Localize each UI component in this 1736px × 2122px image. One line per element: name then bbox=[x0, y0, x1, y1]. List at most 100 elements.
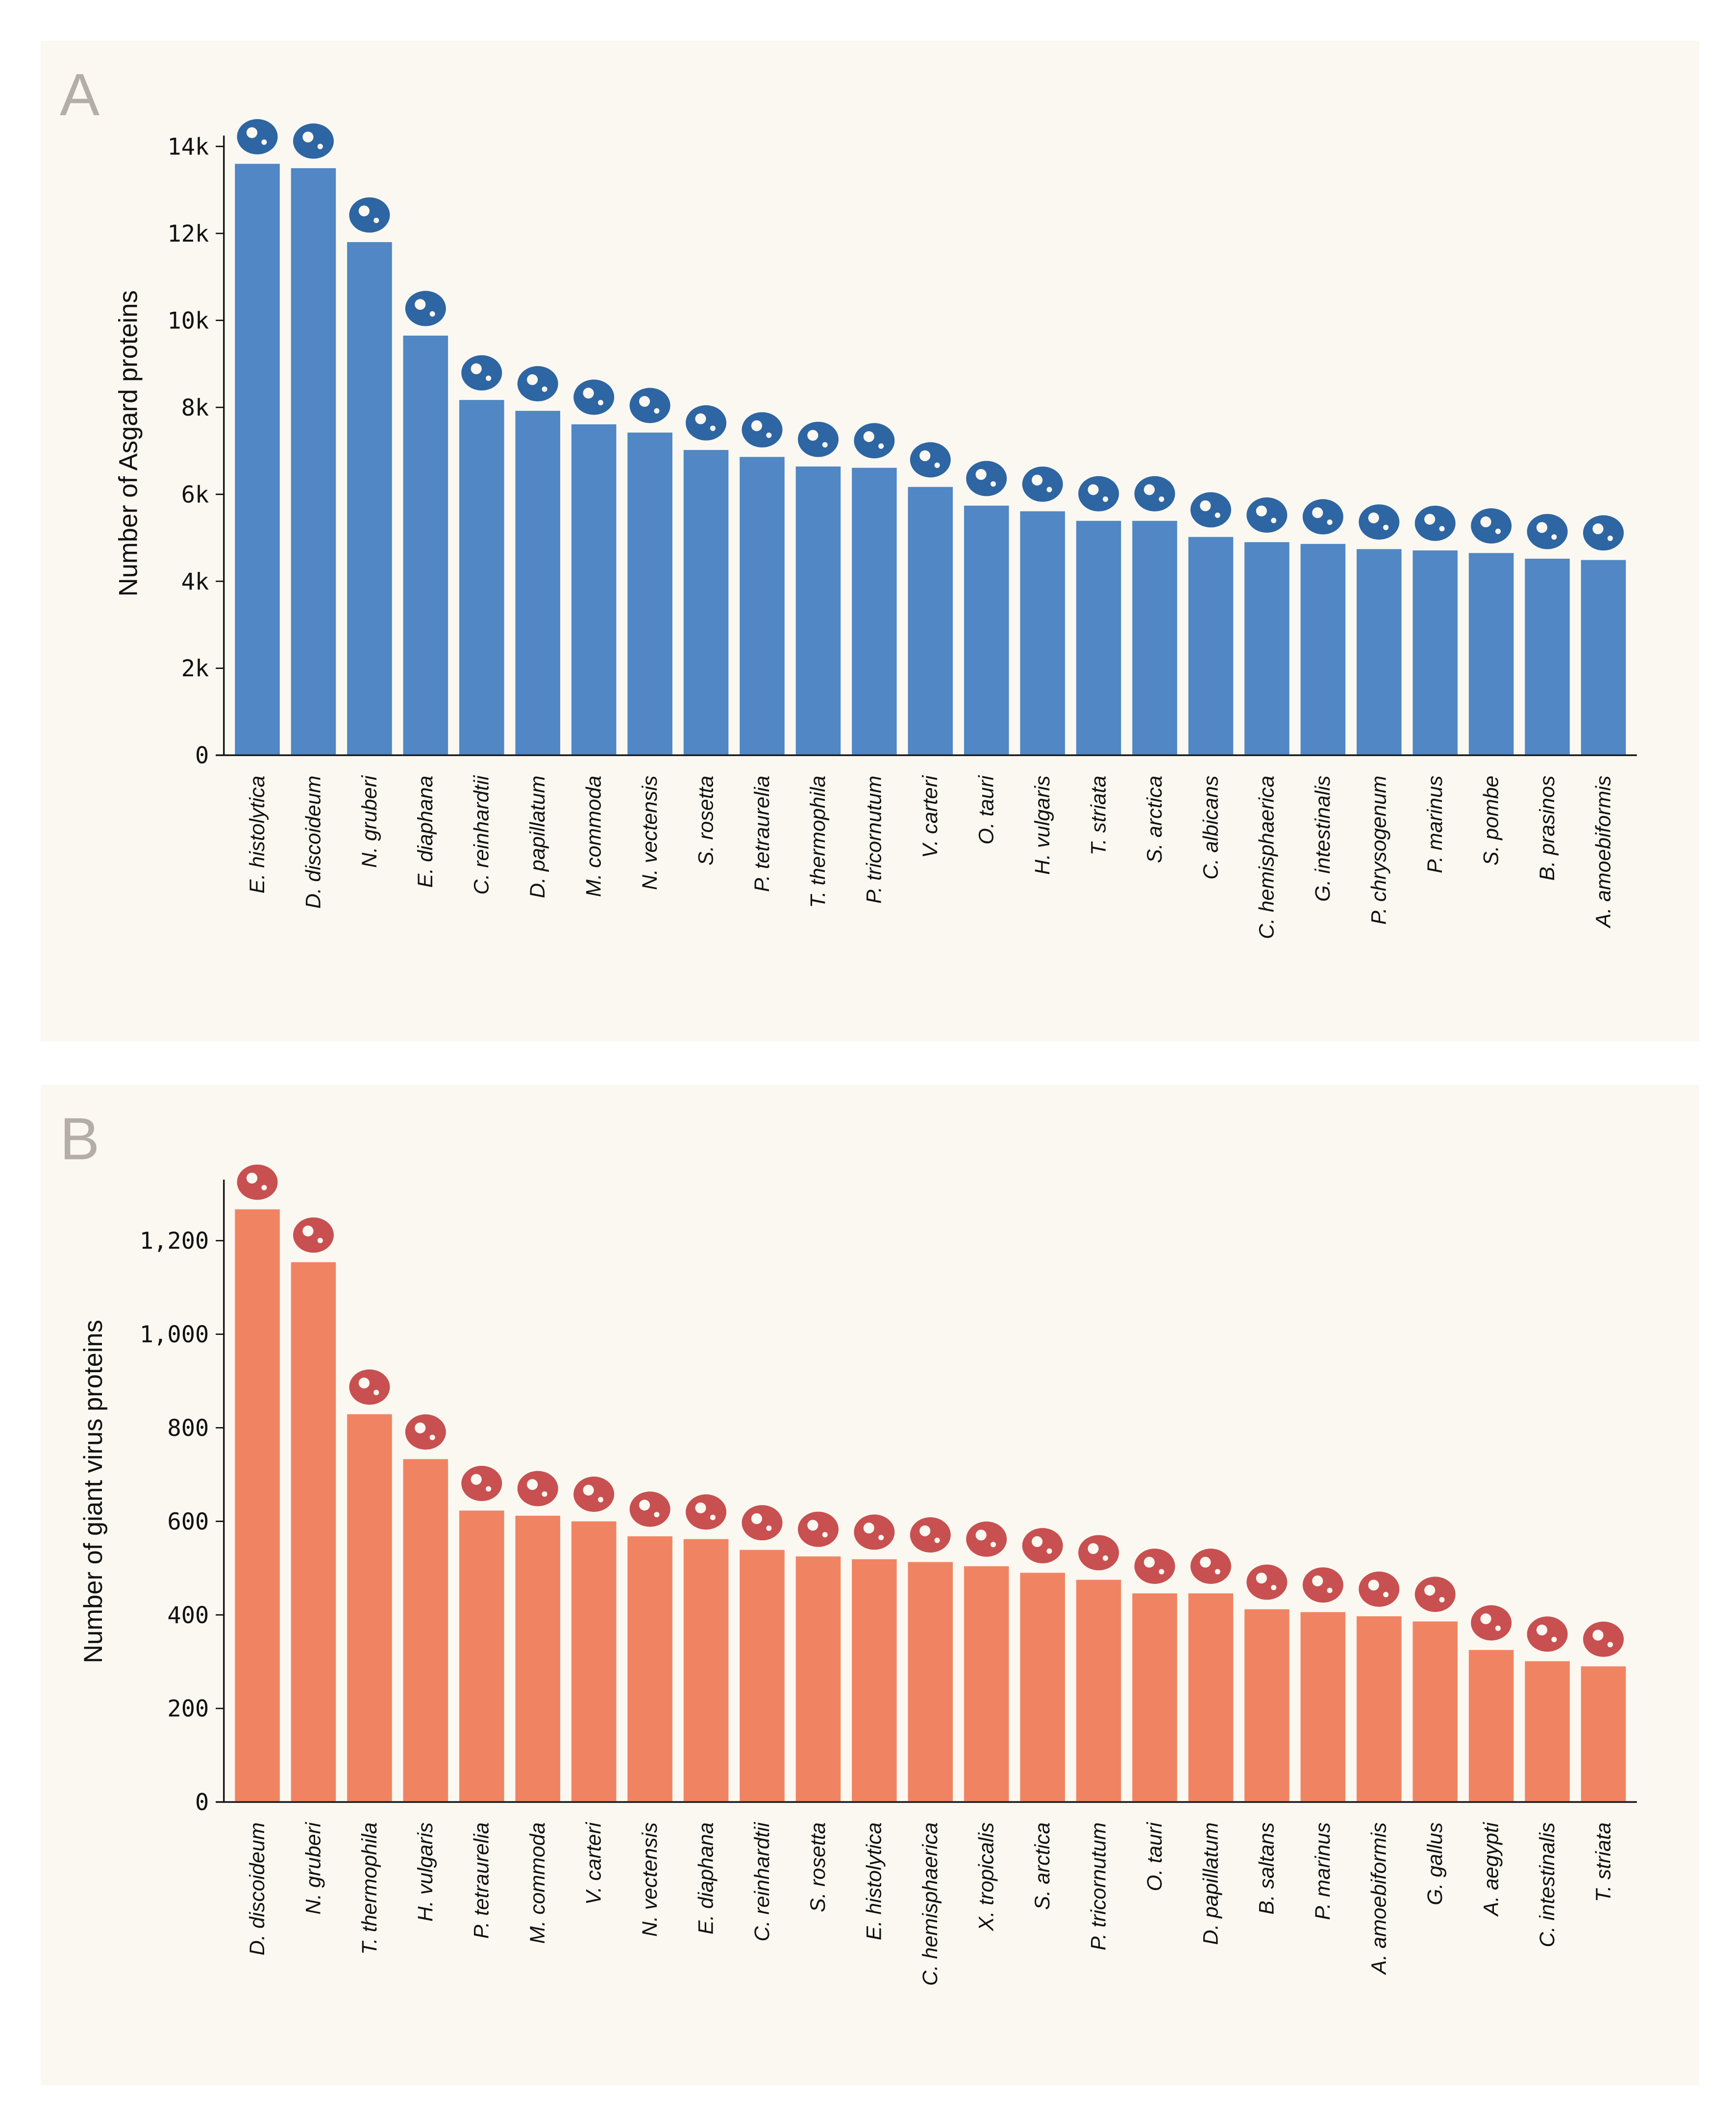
y-tick-label: 200 bbox=[167, 1696, 209, 1723]
bar bbox=[403, 335, 448, 755]
bar bbox=[1020, 1573, 1065, 1801]
bar bbox=[403, 1459, 448, 1801]
bar bbox=[627, 432, 672, 755]
organism-vacuole-shape bbox=[1551, 1636, 1557, 1642]
organism-vacuole-shape bbox=[1215, 512, 1220, 518]
organism-body-shape bbox=[293, 1217, 334, 1253]
panel-b-letter: B bbox=[60, 1106, 99, 1172]
organism-body-shape bbox=[1078, 476, 1119, 512]
organism-vacuole-shape bbox=[1495, 1626, 1501, 1631]
organism-silhouette-icon bbox=[573, 379, 615, 415]
organism-body-shape bbox=[910, 1517, 951, 1553]
organism-nucleus-shape bbox=[527, 374, 538, 385]
y-tick-label: 0 bbox=[195, 742, 209, 769]
organism-nucleus-shape bbox=[1256, 505, 1267, 517]
organism-vacuole-shape bbox=[542, 386, 547, 392]
bar bbox=[347, 1414, 392, 1801]
organism-nucleus-shape bbox=[1200, 1556, 1211, 1568]
organism-nucleus-shape bbox=[807, 1520, 818, 1531]
organism-nucleus-shape bbox=[358, 1378, 370, 1389]
x-tick-label: T. thermophila bbox=[358, 1823, 381, 1955]
organism-nucleus-shape bbox=[695, 1502, 706, 1514]
bar bbox=[1525, 559, 1570, 755]
bar bbox=[1300, 1612, 1346, 1801]
x-tick-label: A. amoebiformis bbox=[1367, 1823, 1391, 1976]
organism-nucleus-shape bbox=[695, 413, 706, 424]
organism-nucleus-shape bbox=[1368, 1579, 1379, 1591]
organism-nucleus-shape bbox=[527, 1479, 538, 1490]
organism-nucleus-shape bbox=[302, 131, 314, 143]
organism-body-shape bbox=[1583, 1621, 1624, 1657]
x-tick-label: P. marinus bbox=[1423, 776, 1447, 873]
organism-nucleus-shape bbox=[358, 205, 370, 217]
organism-body-shape bbox=[1134, 1549, 1175, 1584]
bar bbox=[1020, 511, 1065, 755]
organism-body-shape bbox=[1022, 466, 1063, 502]
x-tick-label: X. tropicalis bbox=[975, 1823, 998, 1932]
organism-silhouette-icon bbox=[1359, 504, 1400, 540]
y-tick-label: 6k bbox=[181, 481, 209, 508]
organism-nucleus-shape bbox=[471, 363, 482, 374]
organism-body-shape bbox=[686, 405, 727, 441]
organism-vacuole-shape bbox=[542, 1491, 547, 1497]
y-tick-label: 1,000 bbox=[140, 1321, 209, 1348]
bar bbox=[852, 1559, 897, 1801]
panel-a-y-axis-label: Number of Asgard proteins bbox=[114, 290, 143, 596]
bar bbox=[1132, 1593, 1177, 1801]
x-tick-label: D. papillatum bbox=[526, 776, 549, 898]
x-tick-label: H. vulgaris bbox=[414, 1823, 437, 1922]
x-tick-label: N. vectensis bbox=[638, 776, 662, 890]
organism-silhouette-icon bbox=[461, 355, 502, 391]
organism-vacuole-shape bbox=[429, 1434, 435, 1440]
bar bbox=[1356, 549, 1402, 755]
organism-silhouette-icon bbox=[742, 412, 783, 448]
bar bbox=[795, 466, 841, 755]
organism-nucleus-shape bbox=[807, 430, 818, 441]
bar bbox=[235, 164, 280, 755]
organism-body-shape bbox=[517, 366, 558, 401]
x-tick-label: C. hemisphaerica bbox=[918, 1823, 942, 1986]
organism-vacuole-shape bbox=[597, 1497, 604, 1503]
bar bbox=[683, 1539, 729, 1801]
organism-nucleus-shape bbox=[415, 1422, 426, 1433]
organism-vacuole-shape bbox=[1383, 524, 1389, 530]
organism-nucleus-shape bbox=[919, 1525, 931, 1536]
bar bbox=[908, 1562, 953, 1801]
organism-silhouette-icon bbox=[1022, 1528, 1063, 1563]
organism-vacuole-shape bbox=[1271, 1584, 1277, 1591]
organism-vacuole-shape bbox=[654, 1512, 660, 1518]
x-tick-label: S. pombe bbox=[1479, 776, 1503, 866]
organism-body-shape bbox=[629, 1491, 670, 1527]
organism-vacuole-shape bbox=[710, 425, 716, 431]
organism-vacuole-shape bbox=[654, 408, 660, 414]
bar bbox=[1356, 1616, 1402, 1801]
x-tick-label: B. prasinos bbox=[1536, 776, 1559, 881]
organism-vacuole-shape bbox=[597, 400, 604, 406]
organism-silhouette-icon bbox=[742, 1505, 783, 1541]
organism-nucleus-shape bbox=[751, 1513, 762, 1524]
organism-body-shape bbox=[573, 379, 615, 415]
organism-silhouette-icon bbox=[1134, 476, 1175, 512]
organism-vacuole-shape bbox=[1327, 519, 1333, 525]
x-tick-label: C. albicans bbox=[1199, 776, 1222, 880]
x-tick-label: A. aegypti bbox=[1479, 1822, 1503, 1917]
bar bbox=[459, 400, 504, 755]
bar bbox=[1300, 543, 1346, 755]
organism-body-shape bbox=[1246, 1564, 1288, 1600]
organism-silhouette-icon bbox=[966, 461, 1007, 496]
organism-nucleus-shape bbox=[1424, 1584, 1436, 1596]
bar bbox=[627, 1536, 672, 1801]
bar bbox=[1076, 1579, 1121, 1801]
x-tick-label: T. thermophila bbox=[806, 776, 830, 908]
organism-vacuole-shape bbox=[429, 311, 435, 317]
organism-body-shape bbox=[742, 1505, 783, 1541]
organism-nucleus-shape bbox=[1032, 1536, 1043, 1547]
organism-body-shape bbox=[797, 421, 839, 457]
organism-vacuole-shape bbox=[261, 139, 267, 145]
organism-silhouette-icon bbox=[293, 123, 334, 159]
organism-nucleus-shape bbox=[471, 1474, 482, 1485]
organism-nucleus-shape bbox=[1592, 523, 1604, 535]
organism-vacuole-shape bbox=[710, 1514, 716, 1520]
organism-vacuole-shape bbox=[1102, 1555, 1108, 1561]
x-tick-label: D. discoideum bbox=[301, 776, 325, 909]
